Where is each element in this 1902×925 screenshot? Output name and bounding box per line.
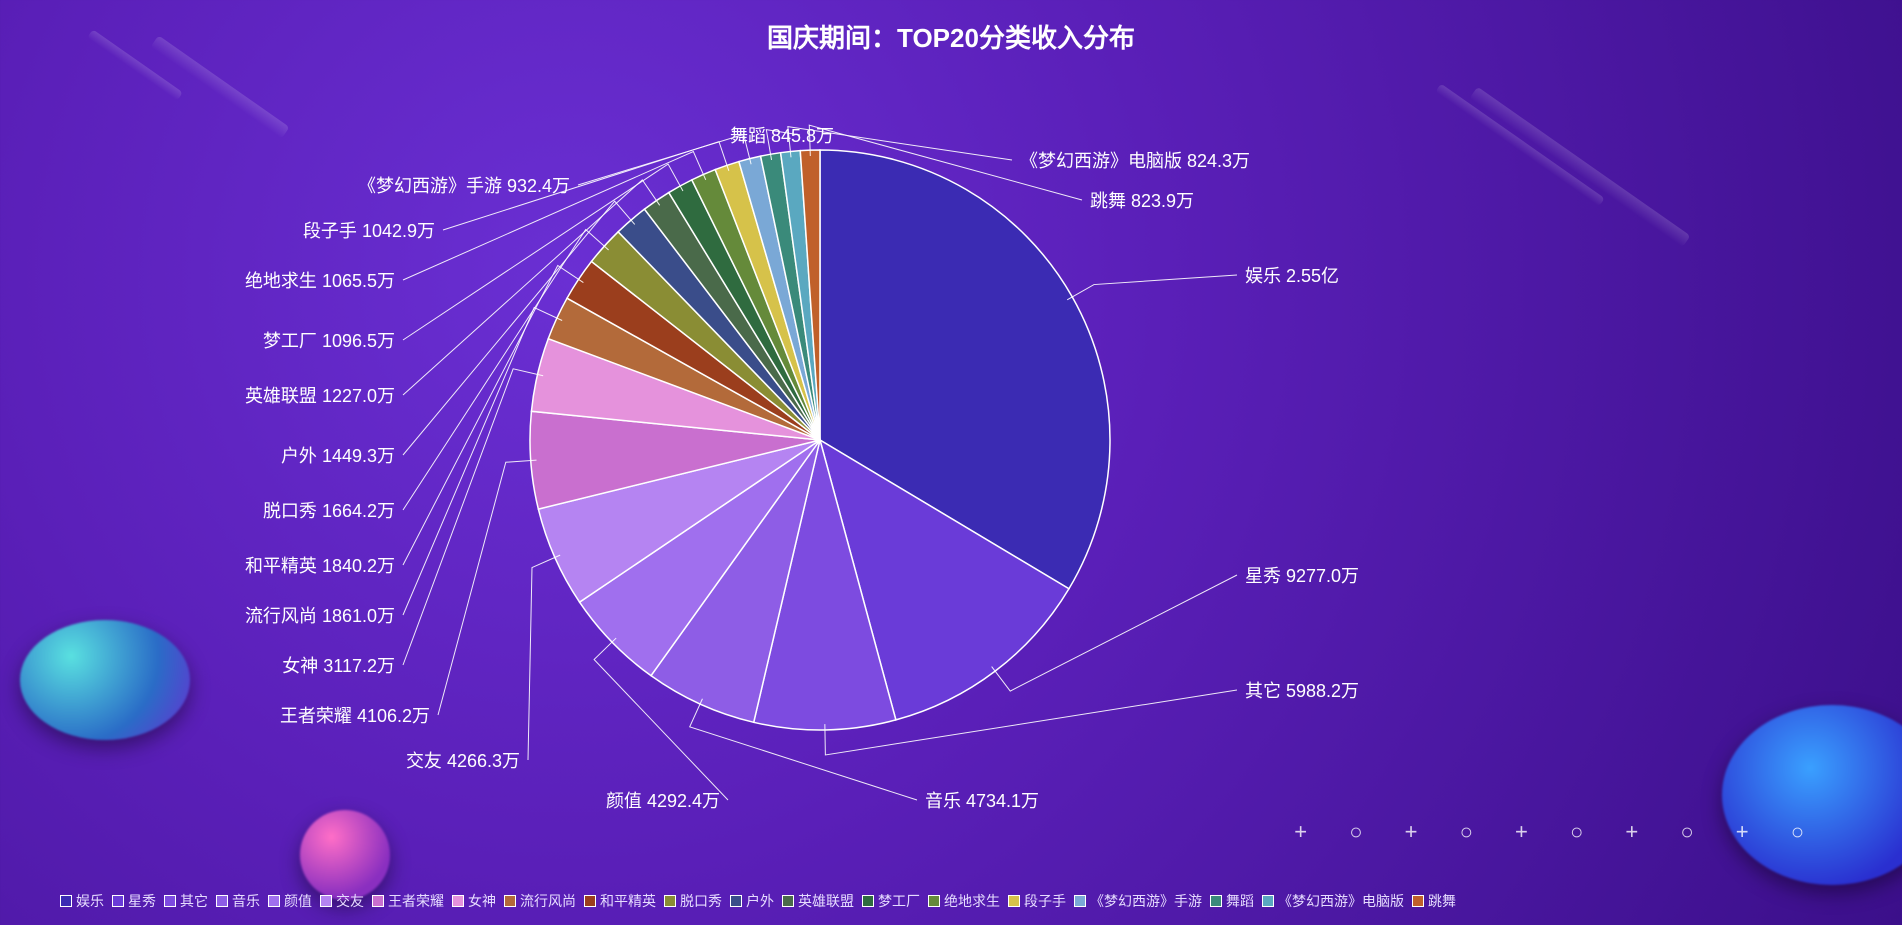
slice-label: 星秀 9277.0万 (1245, 562, 1359, 588)
slice-label: 和平精英 1840.2万 (245, 552, 395, 578)
slice-label: 舞蹈 845.8万 (730, 122, 834, 148)
legend-label: 脱口秀 (680, 891, 722, 911)
legend-label: 娱乐 (76, 891, 104, 911)
legend-swatch (1412, 895, 1424, 907)
legend-item: 脱口秀 (664, 891, 722, 911)
slice-label: 户外 1449.3万 (281, 442, 395, 468)
legend-item: 交友 (320, 891, 364, 911)
legend-swatch (928, 895, 940, 907)
slice-label: 其它 5988.2万 (1245, 677, 1359, 703)
legend-swatch (664, 895, 676, 907)
legend-swatch (372, 895, 384, 907)
legend-label: 舞蹈 (1226, 891, 1254, 911)
legend-item: 舞蹈 (1210, 891, 1254, 911)
legend-swatch (1074, 895, 1086, 907)
legend-swatch (862, 895, 874, 907)
leader-line (528, 555, 560, 760)
legend-swatch (1262, 895, 1274, 907)
legend-swatch (112, 895, 124, 907)
leader-line (403, 369, 543, 665)
legend-label: 跳舞 (1428, 891, 1456, 911)
legend-label: 流行风尚 (520, 891, 576, 911)
legend-item: 英雄联盟 (782, 891, 854, 911)
legend-item: 户外 (730, 891, 774, 911)
slice-label: 流行风尚 1861.0万 (245, 602, 395, 628)
legend-item: 颜值 (268, 891, 312, 911)
slice-label: 绝地求生 1065.5万 (245, 267, 395, 293)
slice-label: 跳舞 823.9万 (1090, 187, 1194, 213)
legend-swatch (452, 895, 464, 907)
legend-label: 梦工厂 (878, 891, 920, 911)
slice-label: 颜值 4292.4万 (606, 787, 720, 813)
legend-swatch (60, 895, 72, 907)
legend-item: 音乐 (216, 891, 260, 911)
decorative-symbol-row: + ○ + ○ + ○ + ○ + ○ (1294, 819, 1822, 845)
legend-item: 绝地求生 (928, 891, 1000, 911)
legend-label: 星秀 (128, 891, 156, 911)
legend-label: 音乐 (232, 891, 260, 911)
slice-label: 《梦幻西游》手游 932.4万 (358, 172, 570, 198)
legend-label: 颜值 (284, 891, 312, 911)
slice-label: 段子手 1042.9万 (303, 217, 435, 243)
legend-swatch (730, 895, 742, 907)
legend-label: 交友 (336, 891, 364, 911)
legend-swatch (1008, 895, 1020, 907)
legend: 娱乐 星秀 其它 音乐 颜值 交友 王者荣耀 女神 流行风尚 和平精英 脱口秀 户外 英雄联盟 梦工厂 绝地… (60, 891, 1456, 911)
legend-label: 《梦幻西游》手游 (1090, 891, 1202, 911)
legend-label: 女神 (468, 891, 496, 911)
legend-label: 英雄联盟 (798, 891, 854, 911)
legend-item: 跳舞 (1412, 891, 1456, 911)
legend-label: 王者荣耀 (388, 891, 444, 911)
legend-item: 和平精英 (584, 891, 656, 911)
legend-item: 娱乐 (60, 891, 104, 911)
slice-label: 娱乐 2.55亿 (1245, 262, 1339, 288)
slice-label: 《梦幻西游》电脑版 824.3万 (1020, 147, 1250, 173)
legend-label: 绝地求生 (944, 891, 1000, 911)
legend-label: 《梦幻西游》电脑版 (1278, 891, 1404, 911)
legend-item: 段子手 (1008, 891, 1066, 911)
legend-swatch (1210, 895, 1222, 907)
legend-swatch (320, 895, 332, 907)
legend-label: 和平精英 (600, 891, 656, 911)
legend-item: 其它 (164, 891, 208, 911)
legend-swatch (164, 895, 176, 907)
legend-item: 女神 (452, 891, 496, 911)
legend-label: 其它 (180, 891, 208, 911)
slice-label: 梦工厂 1096.5万 (263, 327, 395, 353)
legend-item: 《梦幻西游》电脑版 (1262, 891, 1404, 911)
legend-swatch (782, 895, 794, 907)
legend-item: 《梦幻西游》手游 (1074, 891, 1202, 911)
slice-label: 交友 4266.3万 (406, 747, 520, 773)
legend-label: 段子手 (1024, 891, 1066, 911)
legend-label: 户外 (746, 891, 774, 911)
legend-item: 王者荣耀 (372, 891, 444, 911)
legend-swatch (268, 895, 280, 907)
slice-label: 女神 3117.2万 (282, 652, 395, 678)
legend-swatch (504, 895, 516, 907)
slice-label: 英雄联盟 1227.0万 (245, 382, 395, 408)
legend-swatch (216, 895, 228, 907)
slice-label: 音乐 4734.1万 (925, 787, 1039, 813)
slice-label: 王者荣耀 4106.2万 (280, 702, 430, 728)
leader-line (1067, 275, 1237, 300)
legend-item: 梦工厂 (862, 891, 920, 911)
slice-label: 脱口秀 1664.2万 (263, 497, 395, 523)
legend-item: 星秀 (112, 891, 156, 911)
legend-item: 流行风尚 (504, 891, 576, 911)
legend-swatch (584, 895, 596, 907)
